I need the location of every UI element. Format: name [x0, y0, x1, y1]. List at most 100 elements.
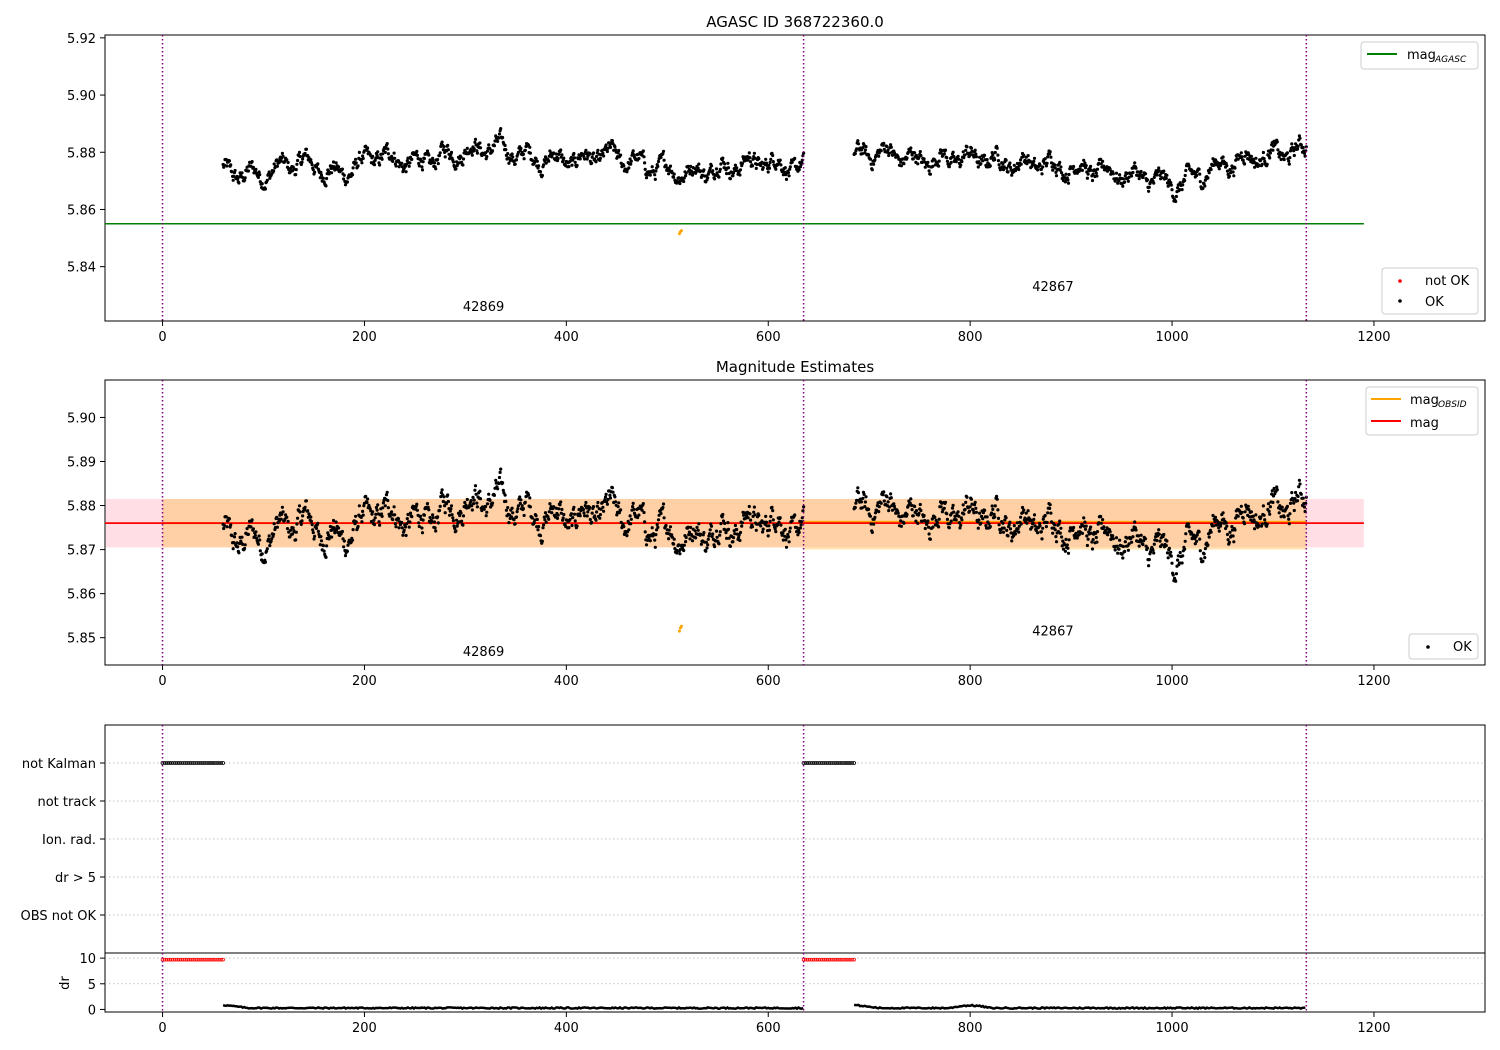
ok-point [659, 511, 663, 516]
ok-point [443, 155, 447, 159]
ok-point [764, 157, 768, 161]
ok-point [1236, 514, 1240, 518]
ok-point [361, 156, 365, 161]
ok-point [877, 505, 881, 509]
ok-point [575, 163, 579, 168]
ok-point [723, 521, 727, 526]
ok-point [914, 509, 919, 513]
ok-point [516, 504, 521, 508]
not-kalman-point [188, 761, 193, 765]
ok-point [643, 167, 647, 171]
ok-point [1292, 149, 1296, 153]
ok-point [366, 146, 370, 150]
ok-point [488, 498, 492, 502]
ok-point [733, 523, 738, 528]
ok-point [497, 481, 501, 486]
ok-point [1039, 530, 1043, 534]
ok-point [926, 164, 931, 168]
ok-point [222, 526, 226, 531]
ok-point [956, 154, 960, 158]
ok-point [1275, 140, 1279, 144]
ok-point [391, 518, 395, 522]
not-kalman-point [166, 761, 171, 765]
ok-point [1049, 511, 1053, 515]
ok-point [1226, 538, 1230, 542]
ok-point [726, 161, 730, 165]
ok-point [528, 505, 533, 509]
ok-point [750, 525, 755, 529]
ok-point [715, 535, 719, 539]
ok-point [260, 182, 264, 186]
ok-point [1143, 537, 1148, 541]
ok-point [296, 158, 300, 163]
ok-point [682, 179, 686, 184]
ok-point [1104, 528, 1108, 533]
ok-point [487, 143, 491, 147]
ok-point [853, 506, 857, 510]
ok-point [380, 514, 384, 519]
ok-point [738, 173, 742, 177]
ok-point [690, 173, 695, 177]
ok-point [446, 148, 450, 152]
high-dr-point [217, 957, 221, 962]
ok-point [298, 154, 302, 159]
ok-point [1045, 520, 1049, 525]
ok-point [963, 507, 967, 512]
ok-point [714, 167, 719, 171]
ok-point [757, 513, 761, 518]
ok-point [436, 162, 440, 166]
ok-point [449, 150, 454, 154]
ok-point [558, 503, 562, 507]
mid-y-tick-label: 5.85 [67, 632, 96, 647]
ok-point [1296, 494, 1300, 499]
ok-point [1049, 155, 1053, 159]
not-kalman-point [198, 761, 203, 765]
ok-point [1017, 167, 1021, 172]
high-dr-point [832, 957, 836, 962]
high-dr-point [823, 957, 828, 962]
ok-point [504, 508, 508, 512]
ok-point [460, 519, 464, 523]
ok-point [331, 160, 336, 164]
ok-point [964, 500, 968, 504]
ok-point [394, 525, 398, 529]
ok-point [723, 162, 727, 166]
ok-point [497, 136, 501, 140]
middle-panel-title: Magnitude Estimates [716, 358, 874, 376]
ok-point [552, 151, 556, 155]
ok-point [415, 502, 419, 506]
ok-point [540, 173, 545, 178]
ok-point [1162, 532, 1166, 537]
mid-legend-lower [1408, 633, 1479, 660]
ok-point [704, 540, 709, 544]
ok-point [605, 502, 610, 506]
ok-point [958, 526, 962, 530]
ok-point [902, 162, 906, 166]
ok-point [364, 494, 368, 498]
x-tick-label: 800 [958, 1021, 983, 1036]
obsid-label: 42869 [463, 645, 504, 660]
ok-point [438, 151, 442, 155]
ok-point [530, 516, 534, 520]
ok-point [230, 170, 234, 174]
ok-point [251, 165, 255, 169]
high-dr-point [805, 957, 810, 962]
ok-point [697, 522, 701, 526]
ok-point [773, 527, 777, 531]
ok-point [752, 510, 756, 514]
ok-point [1263, 518, 1267, 522]
ok-point [478, 146, 483, 150]
ok-point [919, 508, 923, 513]
ok-point [1053, 166, 1057, 170]
ok-point [602, 509, 606, 513]
ok-point [1180, 188, 1184, 192]
ok-point [1298, 482, 1302, 486]
ok-point [296, 516, 300, 520]
ok-point [699, 169, 703, 173]
ok-point [584, 500, 588, 505]
ok-point [753, 156, 757, 160]
ok-point [1116, 551, 1120, 555]
ok-point [1174, 199, 1178, 204]
ok-point [784, 538, 788, 542]
